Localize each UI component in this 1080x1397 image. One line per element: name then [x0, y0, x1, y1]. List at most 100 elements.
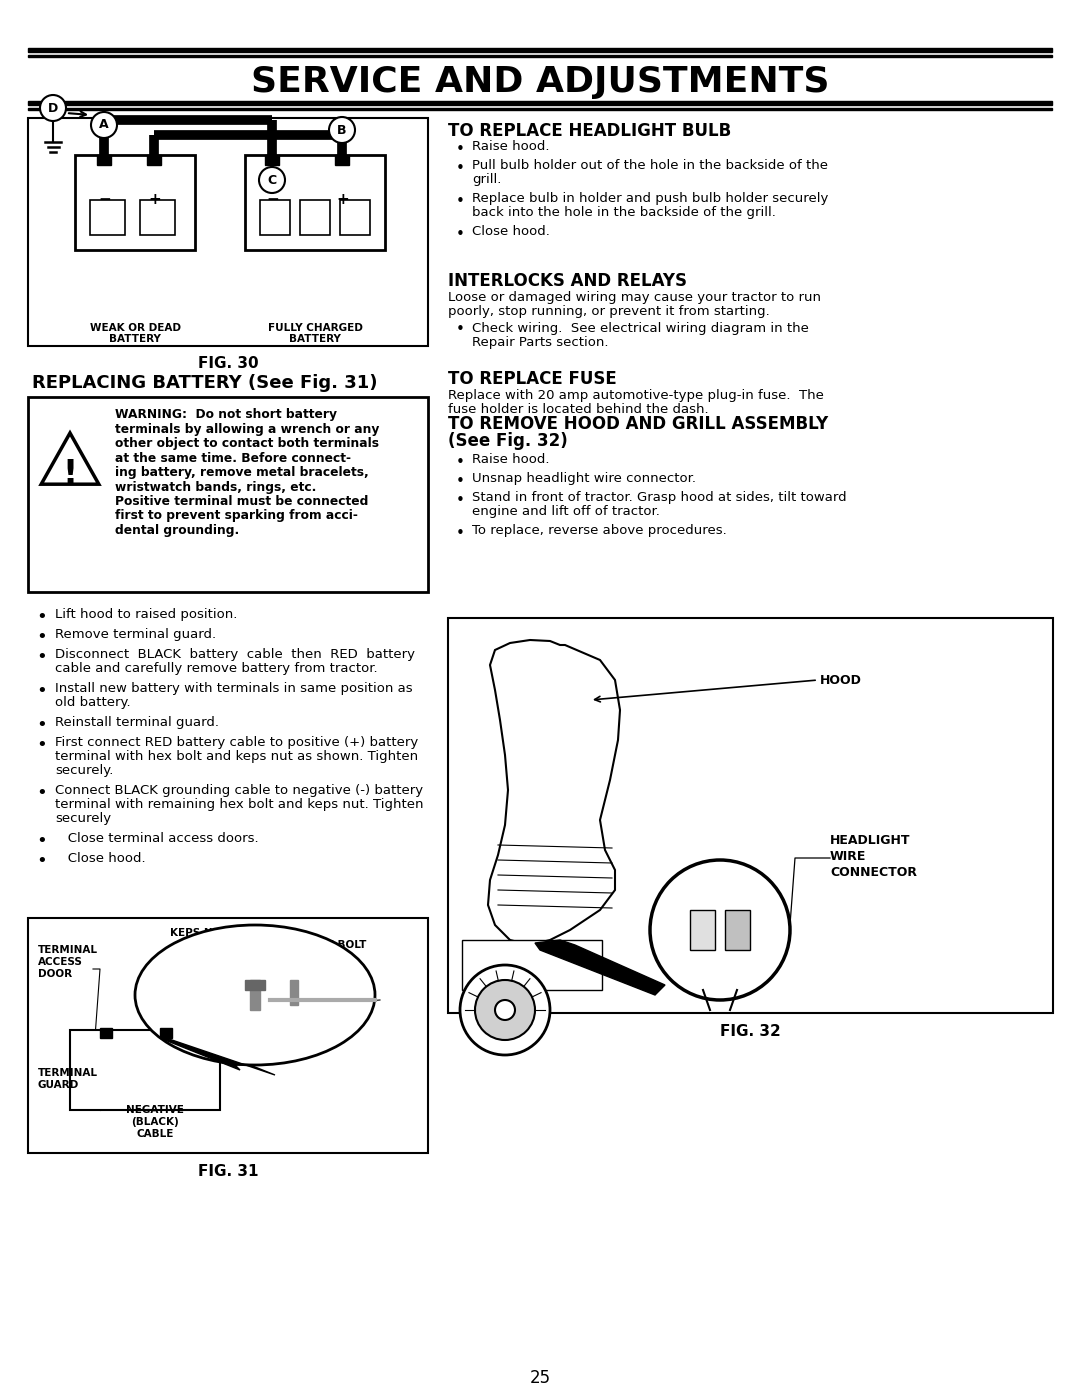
- Text: Reinstall terminal guard.: Reinstall terminal guard.: [55, 717, 219, 729]
- Text: A: A: [99, 119, 109, 131]
- Bar: [90, 200, 125, 235]
- Text: Close hood.: Close hood.: [55, 852, 146, 865]
- Text: •: •: [456, 142, 464, 156]
- Text: •: •: [456, 321, 464, 337]
- Bar: [97, 155, 111, 165]
- Text: Raise hood.: Raise hood.: [472, 140, 550, 154]
- Text: !: !: [63, 458, 78, 492]
- Ellipse shape: [135, 925, 375, 1065]
- Text: •: •: [37, 736, 48, 754]
- Bar: [690, 909, 715, 950]
- Text: POSITIVE: POSITIVE: [315, 993, 369, 1003]
- Text: WEAK OR DEAD: WEAK OR DEAD: [90, 323, 180, 332]
- Text: (See Fig. 32): (See Fig. 32): [448, 432, 568, 450]
- Bar: [140, 200, 175, 235]
- Bar: [335, 155, 349, 165]
- Text: •: •: [456, 226, 464, 242]
- Bar: [100, 1028, 112, 1038]
- Text: terminal with remaining hex bolt and keps nut. Tighten: terminal with remaining hex bolt and kep…: [55, 798, 423, 812]
- Polygon shape: [160, 1038, 275, 1076]
- Text: •: •: [37, 717, 48, 733]
- Bar: [147, 155, 161, 165]
- Circle shape: [40, 95, 66, 122]
- Text: Connect BLACK grounding cable to negative (-) battery: Connect BLACK grounding cable to negativ…: [55, 784, 423, 798]
- Text: HEADLIGHT: HEADLIGHT: [831, 834, 910, 847]
- Text: •: •: [456, 474, 464, 489]
- Text: •: •: [37, 784, 48, 802]
- Text: 25: 25: [529, 1369, 551, 1387]
- Text: HEX BOLT: HEX BOLT: [310, 940, 366, 950]
- Text: dental grounding.: dental grounding.: [114, 524, 240, 536]
- Text: HOOD: HOOD: [820, 673, 862, 686]
- Bar: [75, 155, 195, 250]
- Polygon shape: [535, 940, 665, 995]
- Text: TO REPLACE HEADLIGHT BULB: TO REPLACE HEADLIGHT BULB: [448, 122, 731, 140]
- Bar: [300, 200, 330, 235]
- Text: •: •: [37, 608, 48, 626]
- Text: •: •: [456, 194, 464, 210]
- Text: FULLY CHARGED: FULLY CHARGED: [268, 323, 363, 332]
- Text: •: •: [456, 161, 464, 176]
- Text: GUARD: GUARD: [38, 1080, 79, 1090]
- Text: KEPS NUT: KEPS NUT: [170, 928, 228, 937]
- Text: FIG. 32: FIG. 32: [719, 1024, 781, 1038]
- Text: FIG. 31: FIG. 31: [198, 1164, 258, 1179]
- Bar: [462, 940, 602, 990]
- Polygon shape: [488, 640, 620, 944]
- Text: Raise hood.: Raise hood.: [472, 453, 550, 467]
- Text: •: •: [37, 648, 48, 666]
- Text: •: •: [37, 682, 48, 700]
- Text: INTERLOCKS AND RELAYS: INTERLOCKS AND RELAYS: [448, 272, 687, 291]
- Text: •: •: [456, 455, 464, 469]
- Text: Unsnap headlight wire connector.: Unsnap headlight wire connector.: [472, 472, 696, 485]
- Bar: [28, 397, 428, 592]
- Text: •: •: [456, 493, 464, 509]
- Circle shape: [475, 981, 535, 1039]
- Bar: [28, 101, 1052, 105]
- Text: NEGATIVE: NEGATIVE: [126, 1105, 184, 1115]
- Text: Install new battery with terminals in same position as: Install new battery with terminals in sa…: [55, 682, 413, 694]
- Text: terminal with hex bolt and keps nut as shown. Tighten: terminal with hex bolt and keps nut as s…: [55, 750, 418, 763]
- Text: TERMINAL: TERMINAL: [38, 944, 98, 956]
- Text: ACCESS: ACCESS: [38, 957, 83, 967]
- Text: TO REMOVE HOOD AND GRILL ASSEMBLY: TO REMOVE HOOD AND GRILL ASSEMBLY: [448, 415, 828, 433]
- Text: securely: securely: [55, 812, 111, 826]
- Text: CONNECTOR: CONNECTOR: [831, 866, 917, 879]
- Bar: [245, 981, 265, 990]
- Text: poorly, stop running, or prevent it from starting.: poorly, stop running, or prevent it from…: [448, 305, 770, 319]
- Text: CABLE: CABLE: [136, 1129, 174, 1139]
- Text: BATTERY: BATTERY: [289, 334, 341, 344]
- Circle shape: [329, 117, 355, 142]
- Text: Pull bulb holder out of the hole in the backside of the: Pull bulb holder out of the hole in the …: [472, 159, 828, 172]
- Text: Replace with 20 amp automotive-type plug-in fuse.  The: Replace with 20 amp automotive-type plug…: [448, 388, 824, 402]
- Bar: [160, 1028, 172, 1038]
- Text: Repair Parts section.: Repair Parts section.: [472, 337, 608, 349]
- Text: cable and carefully remove battery from tractor.: cable and carefully remove battery from …: [55, 662, 378, 675]
- Bar: [28, 47, 1052, 52]
- Text: +: +: [149, 193, 161, 208]
- Text: fuse holder is located behind the dash.: fuse holder is located behind the dash.: [448, 402, 708, 416]
- Text: TERMINAL: TERMINAL: [38, 1067, 98, 1078]
- Text: •: •: [37, 833, 48, 849]
- Bar: [28, 108, 1052, 110]
- Bar: [245, 155, 384, 250]
- Text: SERVICE AND ADJUSTMENTS: SERVICE AND ADJUSTMENTS: [251, 66, 829, 99]
- Text: ing battery, remove metal bracelets,: ing battery, remove metal bracelets,: [114, 467, 368, 479]
- Text: First connect RED battery cable to positive (+) battery: First connect RED battery cable to posit…: [55, 736, 418, 749]
- Text: TO REPLACE FUSE: TO REPLACE FUSE: [448, 370, 617, 388]
- Text: Stand in front of tractor. Grasp hood at sides, tilt toward: Stand in front of tractor. Grasp hood at…: [472, 490, 847, 504]
- Text: •: •: [37, 852, 48, 870]
- Bar: [28, 918, 428, 1153]
- Text: Close hood.: Close hood.: [472, 225, 550, 237]
- Bar: [291, 981, 298, 1004]
- Text: DOOR: DOOR: [38, 970, 72, 979]
- Text: −: −: [267, 193, 280, 208]
- Text: CABLE: CABLE: [315, 1017, 352, 1027]
- Bar: [28, 117, 428, 346]
- Text: terminals by allowing a wrench or any: terminals by allowing a wrench or any: [114, 422, 379, 436]
- Text: Close terminal access doors.: Close terminal access doors.: [55, 833, 258, 845]
- Bar: [249, 981, 260, 1010]
- Bar: [340, 200, 370, 235]
- Text: wristwatch bands, rings, etc.: wristwatch bands, rings, etc.: [114, 481, 316, 493]
- Bar: [265, 155, 279, 165]
